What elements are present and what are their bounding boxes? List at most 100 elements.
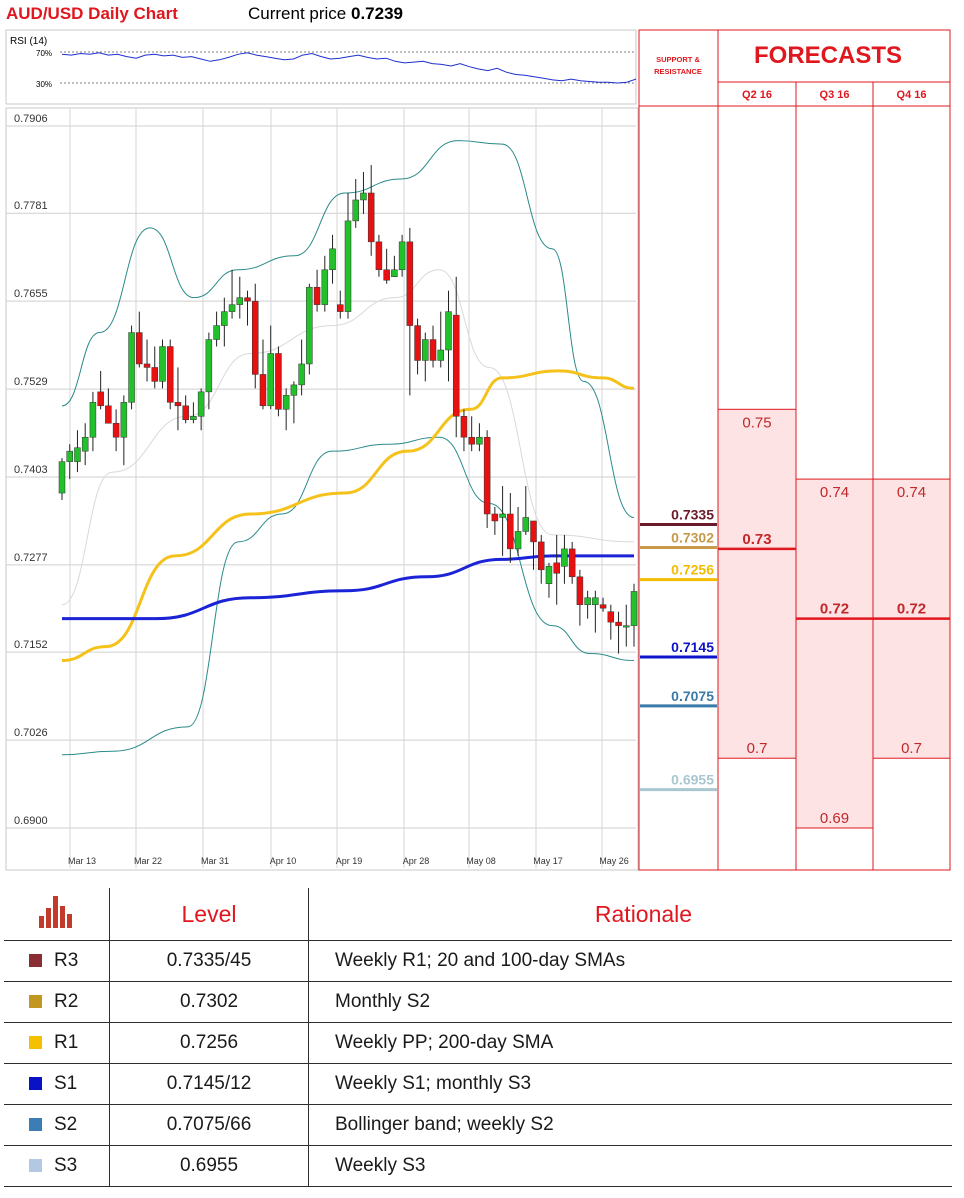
candle-body (592, 597, 599, 605)
x-tick-label: Apr 19 (336, 856, 363, 866)
candle-body (58, 461, 66, 494)
candle-body (205, 339, 213, 393)
candle-body (491, 513, 499, 522)
candle-body (352, 199, 359, 222)
candle (143, 339, 151, 382)
level-rationale: Weekly R1; 20 and 100-day SMAs (308, 940, 952, 982)
x-tick-label: Apr 10 (270, 856, 297, 866)
candle-body (313, 286, 321, 305)
candle (398, 234, 406, 277)
candle-body (190, 416, 197, 421)
candle-body (514, 531, 522, 550)
candle (468, 416, 475, 452)
candle-body (275, 353, 282, 410)
y-tick-label: 0.7152 (14, 639, 48, 651)
candle-body (460, 416, 468, 438)
candle-body (344, 220, 352, 312)
sr-heading-line2: RESISTANCE (654, 67, 702, 76)
candle-body (329, 248, 336, 270)
candle (483, 430, 491, 528)
candle-body (143, 363, 151, 368)
x-tick-label: Mar 13 (68, 856, 96, 866)
candle-body (197, 391, 205, 417)
candle-body (120, 402, 128, 438)
level-swatch (29, 954, 42, 967)
candle (429, 325, 437, 368)
candle (476, 423, 483, 452)
level-tag: S2 (54, 1114, 78, 1135)
candle-body (259, 374, 267, 407)
candle (422, 332, 429, 382)
forecast-low-label: 0.7 (901, 740, 922, 757)
candle-body (483, 436, 491, 515)
x-tick-label: May 17 (533, 856, 563, 866)
sr-level-label: 0.7256 (671, 562, 714, 578)
candle (213, 311, 220, 347)
candle-body (623, 625, 630, 628)
y-tick-label: 0.7277 (14, 552, 48, 564)
chart-title: AUD/USD Daily Chart (6, 4, 178, 23)
candle-body (476, 436, 483, 445)
candle (607, 604, 615, 640)
y-tick-label: 0.7906 (14, 113, 48, 125)
x-tick-label: Mar 22 (134, 856, 162, 866)
level-swatch (29, 1036, 42, 1049)
sr-level-label: 0.6955 (671, 772, 714, 788)
forecast-mid-label: 0.72 (897, 601, 926, 618)
level-tag: S3 (54, 1155, 78, 1176)
support-resistance-panel: SUPPORT & RESISTANCE 0.7335 0.7302 0.7256 0… (638, 29, 719, 871)
level-value: 0.6955 (109, 1145, 309, 1187)
level-value: 0.7075/66 (109, 1104, 309, 1146)
candle-body (530, 520, 537, 543)
current-price: Current price 0.7239 (248, 4, 403, 24)
candle (166, 339, 174, 410)
candle-body (74, 447, 81, 462)
candle-body (321, 269, 329, 305)
candle-body (630, 591, 638, 626)
candle-body (452, 314, 460, 417)
candle (112, 409, 120, 452)
candle (321, 255, 329, 312)
sr-level-label: 0.7075 (671, 688, 714, 704)
forecast-quarter-label: Q3 16 (820, 89, 850, 101)
forecast-high-label: 0.74 (897, 484, 926, 501)
candle (120, 395, 128, 466)
candle-body (105, 405, 112, 424)
candle-body (89, 402, 97, 438)
candle-body (576, 576, 584, 605)
level-value: 0.7302 (109, 981, 309, 1023)
candle-body (367, 192, 375, 243)
rsi-panel (5, 29, 637, 105)
candle (151, 346, 159, 389)
candle (545, 562, 553, 598)
candle-body (81, 436, 89, 452)
rsi-label: RSI (14) (10, 36, 47, 47)
level-swatch (29, 1077, 42, 1090)
table-row: R1 0.7256 Weekly PP; 200-day SMA (4, 1022, 952, 1064)
rsi-level-low: 30% (36, 80, 52, 89)
candle (391, 255, 398, 277)
level-header: Level (109, 888, 309, 941)
level-value: 0.7145/12 (109, 1063, 309, 1105)
candle-body (221, 311, 228, 326)
candle-body (251, 300, 259, 375)
candle (367, 165, 375, 256)
candle (58, 458, 66, 501)
candle (105, 388, 112, 424)
price-plot-frame (5, 107, 639, 871)
forecast-quarter-label: Q4 16 (897, 89, 927, 101)
y-tick-label: 0.7529 (14, 376, 48, 388)
candle-body (406, 241, 414, 326)
candle-body (337, 304, 344, 312)
candle (74, 430, 81, 473)
candle (221, 297, 228, 347)
candle-body (112, 423, 120, 438)
levels-table: Level Rationale R3 0.7335/45 Weekly R1; … (4, 888, 952, 1187)
candle-body (66, 450, 73, 462)
forecast-mid-label: 0.72 (820, 601, 849, 618)
candle-body (568, 548, 576, 578)
candle (282, 388, 290, 431)
candle-body (360, 192, 367, 201)
candle (197, 388, 205, 431)
candle (259, 339, 267, 410)
